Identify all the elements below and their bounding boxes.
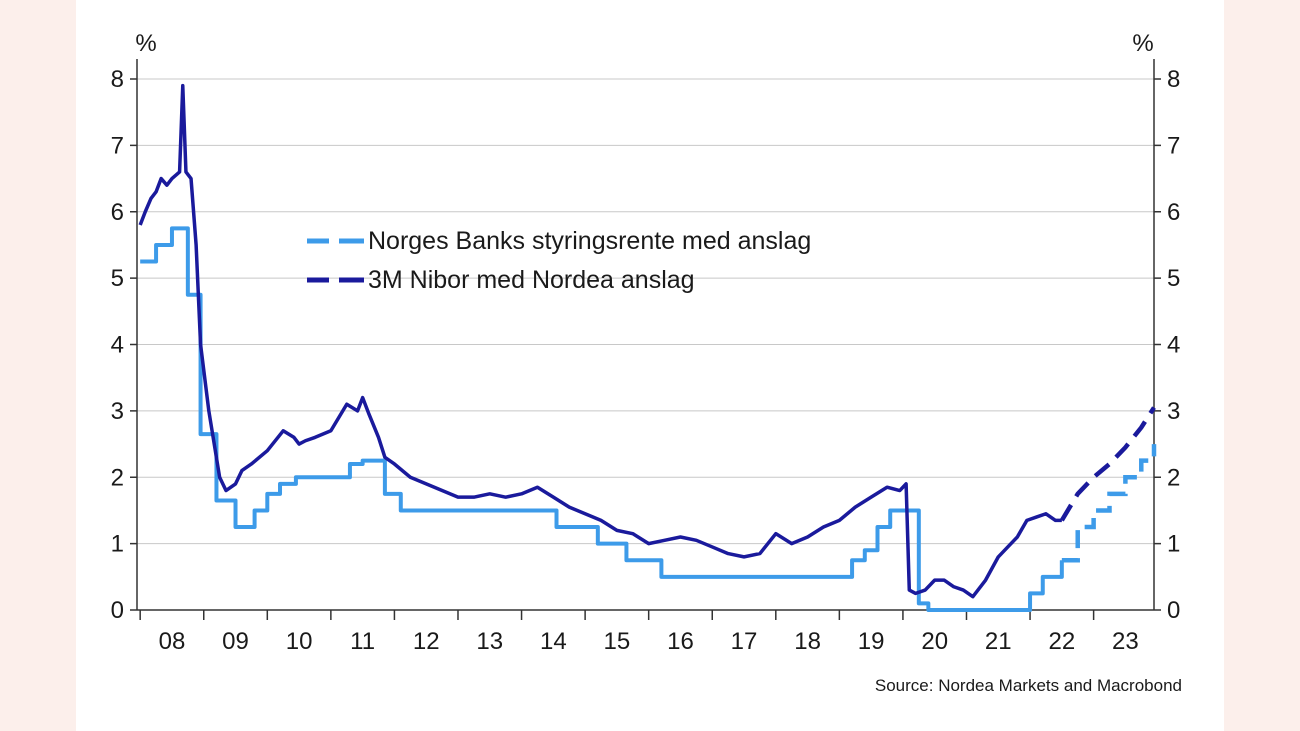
x-tick-label-23: 23 xyxy=(1112,628,1139,655)
source-note: Source: Nordea Markets and Macrobond xyxy=(875,676,1182,695)
axes: 0 01 12 23 34 45 56 67 78 808 09 10 11 12 13 14 15 16 17 18… xyxy=(111,59,1180,655)
right-tick-label-0: 0 xyxy=(1167,597,1180,624)
legend-label-nibor: 3M Nibor med Nordea anslag xyxy=(368,266,695,294)
legend: Norges Banks styringsrente med anslag 3M… xyxy=(307,227,811,294)
left-tick-label-2: 2 xyxy=(111,464,124,491)
x-tick-label-22: 22 xyxy=(1048,628,1075,655)
x-tick-label-16: 16 xyxy=(667,628,694,655)
right-tick-label-4: 4 xyxy=(1167,332,1180,359)
legend-label-policy-rate: Norges Banks styringsrente med anslag xyxy=(368,227,811,255)
x-tick-label-15: 15 xyxy=(604,628,631,655)
left-tick-label-8: 8 xyxy=(111,66,124,93)
left-tick-label-3: 3 xyxy=(111,398,124,425)
x-tick-label-13: 13 xyxy=(476,628,503,655)
series-forecast-policy-rate xyxy=(1061,444,1157,563)
series-lines xyxy=(138,83,1157,612)
series-forecast-nibor xyxy=(1059,406,1156,522)
left-tick-label-1: 1 xyxy=(111,531,124,558)
chart-frame: 0 0 1 1 2 2 3 3 4 4 5 5 6 6 7 7 8 8 08 09 10 11 12 13 14 15 16 17 18… xyxy=(76,0,1224,731)
right-tick-label-2: 2 xyxy=(1167,464,1180,491)
right-tick-label-6: 6 xyxy=(1167,199,1180,226)
right-tick-label-3: 3 xyxy=(1167,398,1180,425)
x-tick-label-08: 08 xyxy=(159,628,186,655)
x-tick-label-10: 10 xyxy=(286,628,313,655)
x-tick-label-18: 18 xyxy=(794,628,821,655)
x-tick-label-11: 11 xyxy=(350,628,375,655)
left-tick-label-6: 6 xyxy=(111,199,124,226)
gridlines xyxy=(137,78,1154,545)
right-tick-label-7: 7 xyxy=(1167,132,1180,159)
series-line-policy-rate xyxy=(140,226,1064,612)
line-chart: 0 01 12 23 34 45 56 67 78 808 09 10 11 12 13 14 15 16 17 18… xyxy=(111,30,1182,695)
series-line-nibor xyxy=(138,83,1062,599)
right-tick-label-8: 8 xyxy=(1167,66,1180,93)
left-tick-label-0: 0 xyxy=(111,597,124,624)
left-tick-label-7: 7 xyxy=(111,132,124,159)
right-tick-label-5: 5 xyxy=(1167,265,1180,292)
x-tick-label-19: 19 xyxy=(858,628,885,655)
x-tick-label-20: 20 xyxy=(921,628,948,655)
x-tick-label-17: 17 xyxy=(731,628,758,655)
x-tick-label-14: 14 xyxy=(540,628,567,655)
x-tick-label-09: 09 xyxy=(222,628,249,655)
right-tick-label-1: 1 xyxy=(1167,531,1180,558)
left-axis-unit: % xyxy=(135,30,156,57)
x-tick-label-12: 12 xyxy=(413,628,440,655)
x-tick-label-21: 21 xyxy=(985,628,1012,655)
left-tick-label-4: 4 xyxy=(111,332,124,359)
left-tick-label-5: 5 xyxy=(111,265,124,292)
right-axis-unit: % xyxy=(1132,30,1153,57)
